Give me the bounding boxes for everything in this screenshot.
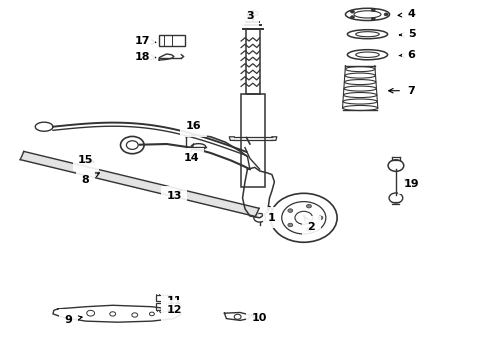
Circle shape bbox=[371, 9, 375, 12]
Circle shape bbox=[350, 16, 354, 19]
Text: 9: 9 bbox=[65, 315, 82, 325]
Text: 3: 3 bbox=[246, 11, 254, 21]
Text: 7: 7 bbox=[389, 86, 416, 96]
Text: 14: 14 bbox=[183, 153, 199, 163]
Text: 10: 10 bbox=[251, 312, 268, 323]
Circle shape bbox=[288, 209, 293, 212]
Text: 12: 12 bbox=[166, 305, 182, 315]
Text: 19: 19 bbox=[404, 179, 419, 189]
Text: 18: 18 bbox=[134, 52, 156, 62]
Text: 8: 8 bbox=[82, 173, 99, 185]
Text: 13: 13 bbox=[166, 190, 182, 201]
Circle shape bbox=[350, 10, 354, 13]
Circle shape bbox=[307, 228, 312, 231]
Text: 5: 5 bbox=[399, 29, 416, 39]
Text: 16: 16 bbox=[186, 121, 201, 131]
Circle shape bbox=[307, 204, 312, 208]
Text: 17: 17 bbox=[134, 36, 156, 46]
Circle shape bbox=[288, 223, 293, 227]
Text: 15: 15 bbox=[78, 155, 94, 165]
Circle shape bbox=[384, 13, 388, 16]
Text: 6: 6 bbox=[399, 50, 416, 60]
Text: 1: 1 bbox=[268, 206, 276, 223]
Text: 4: 4 bbox=[398, 9, 416, 19]
Text: 11: 11 bbox=[166, 296, 182, 306]
Circle shape bbox=[371, 17, 375, 20]
Text: 2: 2 bbox=[304, 216, 315, 232]
Circle shape bbox=[318, 216, 323, 220]
